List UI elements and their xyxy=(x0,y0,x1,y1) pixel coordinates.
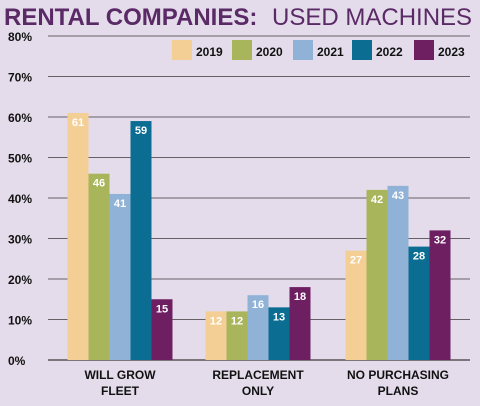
y-tick-label: 20% xyxy=(8,273,32,287)
legend: 2019 2020 2021 2022 2023 xyxy=(172,40,465,60)
data-label: 46 xyxy=(93,178,105,190)
data-label: 41 xyxy=(114,198,126,210)
data-label: 59 xyxy=(135,125,147,137)
x-tick-label: WILL GROW xyxy=(84,368,156,382)
bar xyxy=(151,299,173,360)
chart-title-light: USED MACHINES xyxy=(272,4,472,31)
y-tick-label: 80% xyxy=(8,30,32,44)
data-labels: 61 46 41 59 15 12 12 16 13 18 27 42 43 28 32 xyxy=(72,117,446,327)
x-tick-label: FLEET xyxy=(101,384,140,398)
y-tick-label: 0% xyxy=(8,354,26,368)
legend-label: 2023 xyxy=(438,45,465,59)
legend-label: 2022 xyxy=(376,45,403,59)
data-label: 61 xyxy=(72,117,84,129)
bar xyxy=(67,112,89,360)
bar xyxy=(387,185,409,360)
legend-swatch xyxy=(414,40,434,60)
legend-label: 2019 xyxy=(196,45,223,59)
data-label: 12 xyxy=(231,315,243,327)
chart-title: RENTAL COMPANIES: USED MACHINES xyxy=(4,4,472,31)
data-label: 12 xyxy=(210,315,222,327)
bar xyxy=(130,121,152,360)
x-tick-label: NO PURCHASING xyxy=(347,368,449,382)
data-label: 18 xyxy=(294,291,306,303)
legend-label: 2020 xyxy=(256,45,283,59)
bar xyxy=(289,287,311,360)
y-tick-label: 30% xyxy=(8,233,32,247)
legend-label: 2021 xyxy=(317,45,344,59)
x-tick-label: ONLY xyxy=(242,384,274,398)
y-axis: 0% 10% 20% 30% 40% 50% 60% 70% 80% xyxy=(8,30,32,368)
y-tick-label: 60% xyxy=(8,111,32,125)
bar xyxy=(109,193,131,360)
x-tick-label: PLANS xyxy=(378,384,419,398)
y-tick-label: 50% xyxy=(8,152,32,166)
data-label: 43 xyxy=(392,190,404,202)
legend-swatch xyxy=(293,40,313,60)
data-label: 15 xyxy=(156,303,168,315)
bar xyxy=(268,307,290,360)
bar xyxy=(429,230,451,360)
bar xyxy=(226,311,248,360)
bars xyxy=(67,112,451,360)
legend-swatch xyxy=(352,40,372,60)
bar xyxy=(205,311,227,360)
y-tick-label: 10% xyxy=(8,314,32,328)
data-label: 27 xyxy=(350,255,362,267)
legend-swatch xyxy=(172,40,192,60)
legend-swatch xyxy=(232,40,252,60)
y-tick-label: 70% xyxy=(8,71,32,85)
data-label: 28 xyxy=(413,251,425,263)
data-label: 13 xyxy=(273,311,285,323)
bar xyxy=(408,246,430,360)
data-label: 16 xyxy=(252,299,264,311)
x-axis: WILL GROW FLEET REPLACEMENT ONLY NO PURCHASI… xyxy=(84,368,449,398)
data-label: 42 xyxy=(371,194,383,206)
chart-title-bold: RENTAL COMPANIES: xyxy=(4,4,257,31)
bar xyxy=(247,295,269,360)
x-tick-label: REPLACEMENT xyxy=(212,368,304,382)
bar xyxy=(345,250,367,360)
data-label: 32 xyxy=(434,234,446,246)
y-tick-label: 40% xyxy=(8,192,32,206)
bar xyxy=(366,189,388,360)
bar xyxy=(88,173,110,360)
